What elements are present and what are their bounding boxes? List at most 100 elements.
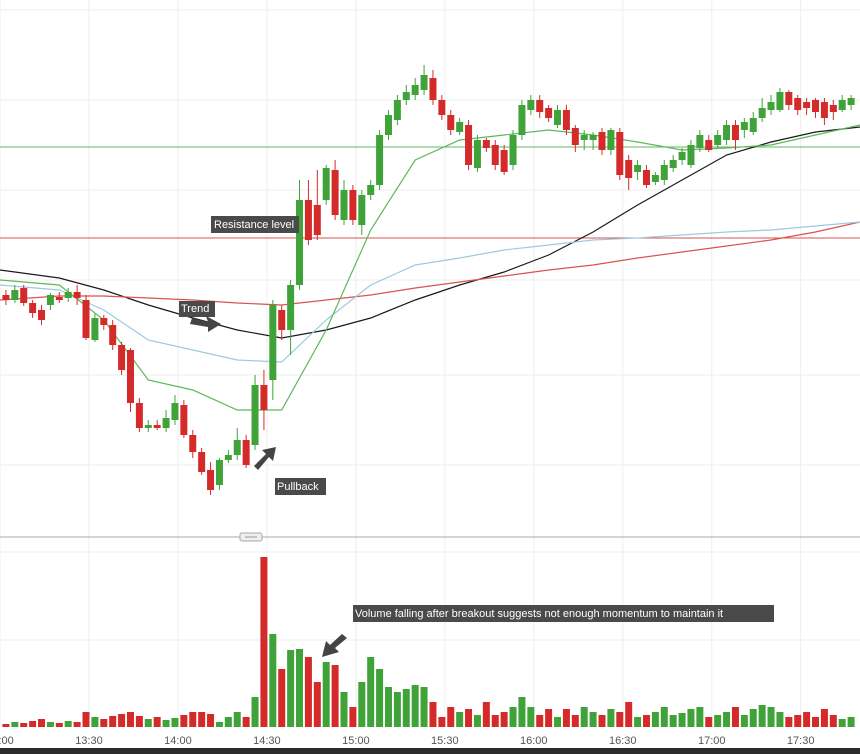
volume-bar xyxy=(367,657,375,727)
volume-bar xyxy=(651,712,659,727)
annotation: Trend xyxy=(179,301,221,332)
volume-bar xyxy=(296,649,304,727)
volume-bar xyxy=(429,702,437,727)
candle-body xyxy=(38,310,46,320)
candle-body xyxy=(536,100,544,112)
volume-bar xyxy=(687,709,695,727)
candle-body xyxy=(180,405,188,435)
volume-bar xyxy=(384,687,392,727)
volume-bar xyxy=(242,717,250,727)
candle-body xyxy=(803,102,811,108)
volume-bar xyxy=(313,682,321,727)
annotation-text: Pullback xyxy=(277,481,319,493)
volume-bar xyxy=(180,715,188,727)
volume-bar xyxy=(233,712,241,727)
candle-body xyxy=(447,115,455,130)
volume-bar xyxy=(554,717,562,727)
volume-bar xyxy=(625,702,633,727)
candle-body xyxy=(687,145,695,165)
candle-body xyxy=(296,200,304,285)
candle-body xyxy=(740,122,748,130)
volume-bar xyxy=(545,709,553,727)
volume-bar xyxy=(278,669,286,727)
volume-bar xyxy=(491,715,499,727)
candle-body xyxy=(171,403,179,420)
volume-bar xyxy=(634,717,642,727)
candle-body xyxy=(64,292,72,298)
annotation: Volume falling after breakout suggests n… xyxy=(322,605,774,657)
candle-body xyxy=(705,140,713,150)
volume-bar xyxy=(189,712,197,727)
volume-bar xyxy=(144,719,152,727)
candle-body xyxy=(269,305,277,380)
volume-bar xyxy=(829,715,837,727)
candle-body xyxy=(46,295,54,305)
volume-bar xyxy=(660,707,668,727)
volume-bar xyxy=(758,705,766,727)
candle-body xyxy=(287,285,295,330)
x-tick-label: 15:00 xyxy=(342,735,370,747)
candle-body xyxy=(518,105,526,135)
volume-bar xyxy=(224,717,232,727)
candle-body xyxy=(55,297,63,300)
volume-bar xyxy=(731,707,739,727)
volume-bar xyxy=(420,687,428,727)
volume-bar xyxy=(589,712,597,727)
volume-bar xyxy=(55,723,63,727)
candle-body xyxy=(580,135,588,140)
arrow xyxy=(322,634,347,657)
volume-bar xyxy=(696,707,704,727)
volume-bar xyxy=(64,721,72,727)
volume-bar xyxy=(91,717,99,727)
candle-body xyxy=(625,160,633,178)
volume-bar xyxy=(118,714,126,727)
candle-body xyxy=(491,145,499,165)
volume-bar xyxy=(438,717,446,727)
volume-bar xyxy=(411,685,419,727)
volume-bar xyxy=(473,715,481,727)
annotation-text: Volume falling after breakout suggests n… xyxy=(355,608,723,620)
candle-body xyxy=(812,100,820,112)
candle-body xyxy=(233,440,241,455)
volume-bar xyxy=(776,712,784,727)
candle-body xyxy=(135,403,143,428)
volume-bar xyxy=(287,650,295,727)
volume-bar xyxy=(358,682,366,727)
volume-bar xyxy=(162,720,170,727)
candle-body xyxy=(571,128,579,145)
candle-body xyxy=(642,170,650,185)
candle-body xyxy=(411,85,419,95)
candle-body xyxy=(473,140,481,168)
candle-body xyxy=(349,190,357,220)
candle-body xyxy=(313,205,321,235)
volume-bar xyxy=(714,715,722,727)
candle-body xyxy=(500,150,508,172)
x-tick-label: 17:00 xyxy=(698,735,726,747)
volume-bar xyxy=(376,669,384,727)
volume-bar xyxy=(304,657,312,727)
candle-body xyxy=(198,452,206,472)
annotation: Resistance level xyxy=(211,216,299,233)
candle-body xyxy=(322,168,330,200)
volume-bar xyxy=(340,692,348,727)
candle-body xyxy=(731,125,739,140)
volume-bar xyxy=(331,665,339,727)
candle-body xyxy=(278,310,286,330)
volume-bar xyxy=(518,697,526,727)
volume-bar xyxy=(465,709,473,727)
candle-body xyxy=(402,92,410,100)
candle-body xyxy=(785,92,793,105)
volume-bar xyxy=(349,707,357,727)
candle-body xyxy=(144,425,152,428)
moving-average xyxy=(0,221,860,306)
volume-bar xyxy=(100,719,108,727)
candle-body xyxy=(11,290,19,300)
candle-body xyxy=(509,135,517,165)
volume-bar xyxy=(260,557,268,727)
volume-bar xyxy=(740,715,748,727)
annotation-text: Resistance level xyxy=(214,219,294,231)
candle-body xyxy=(758,108,766,118)
volume-bar xyxy=(847,717,855,727)
candle-body xyxy=(420,75,428,90)
